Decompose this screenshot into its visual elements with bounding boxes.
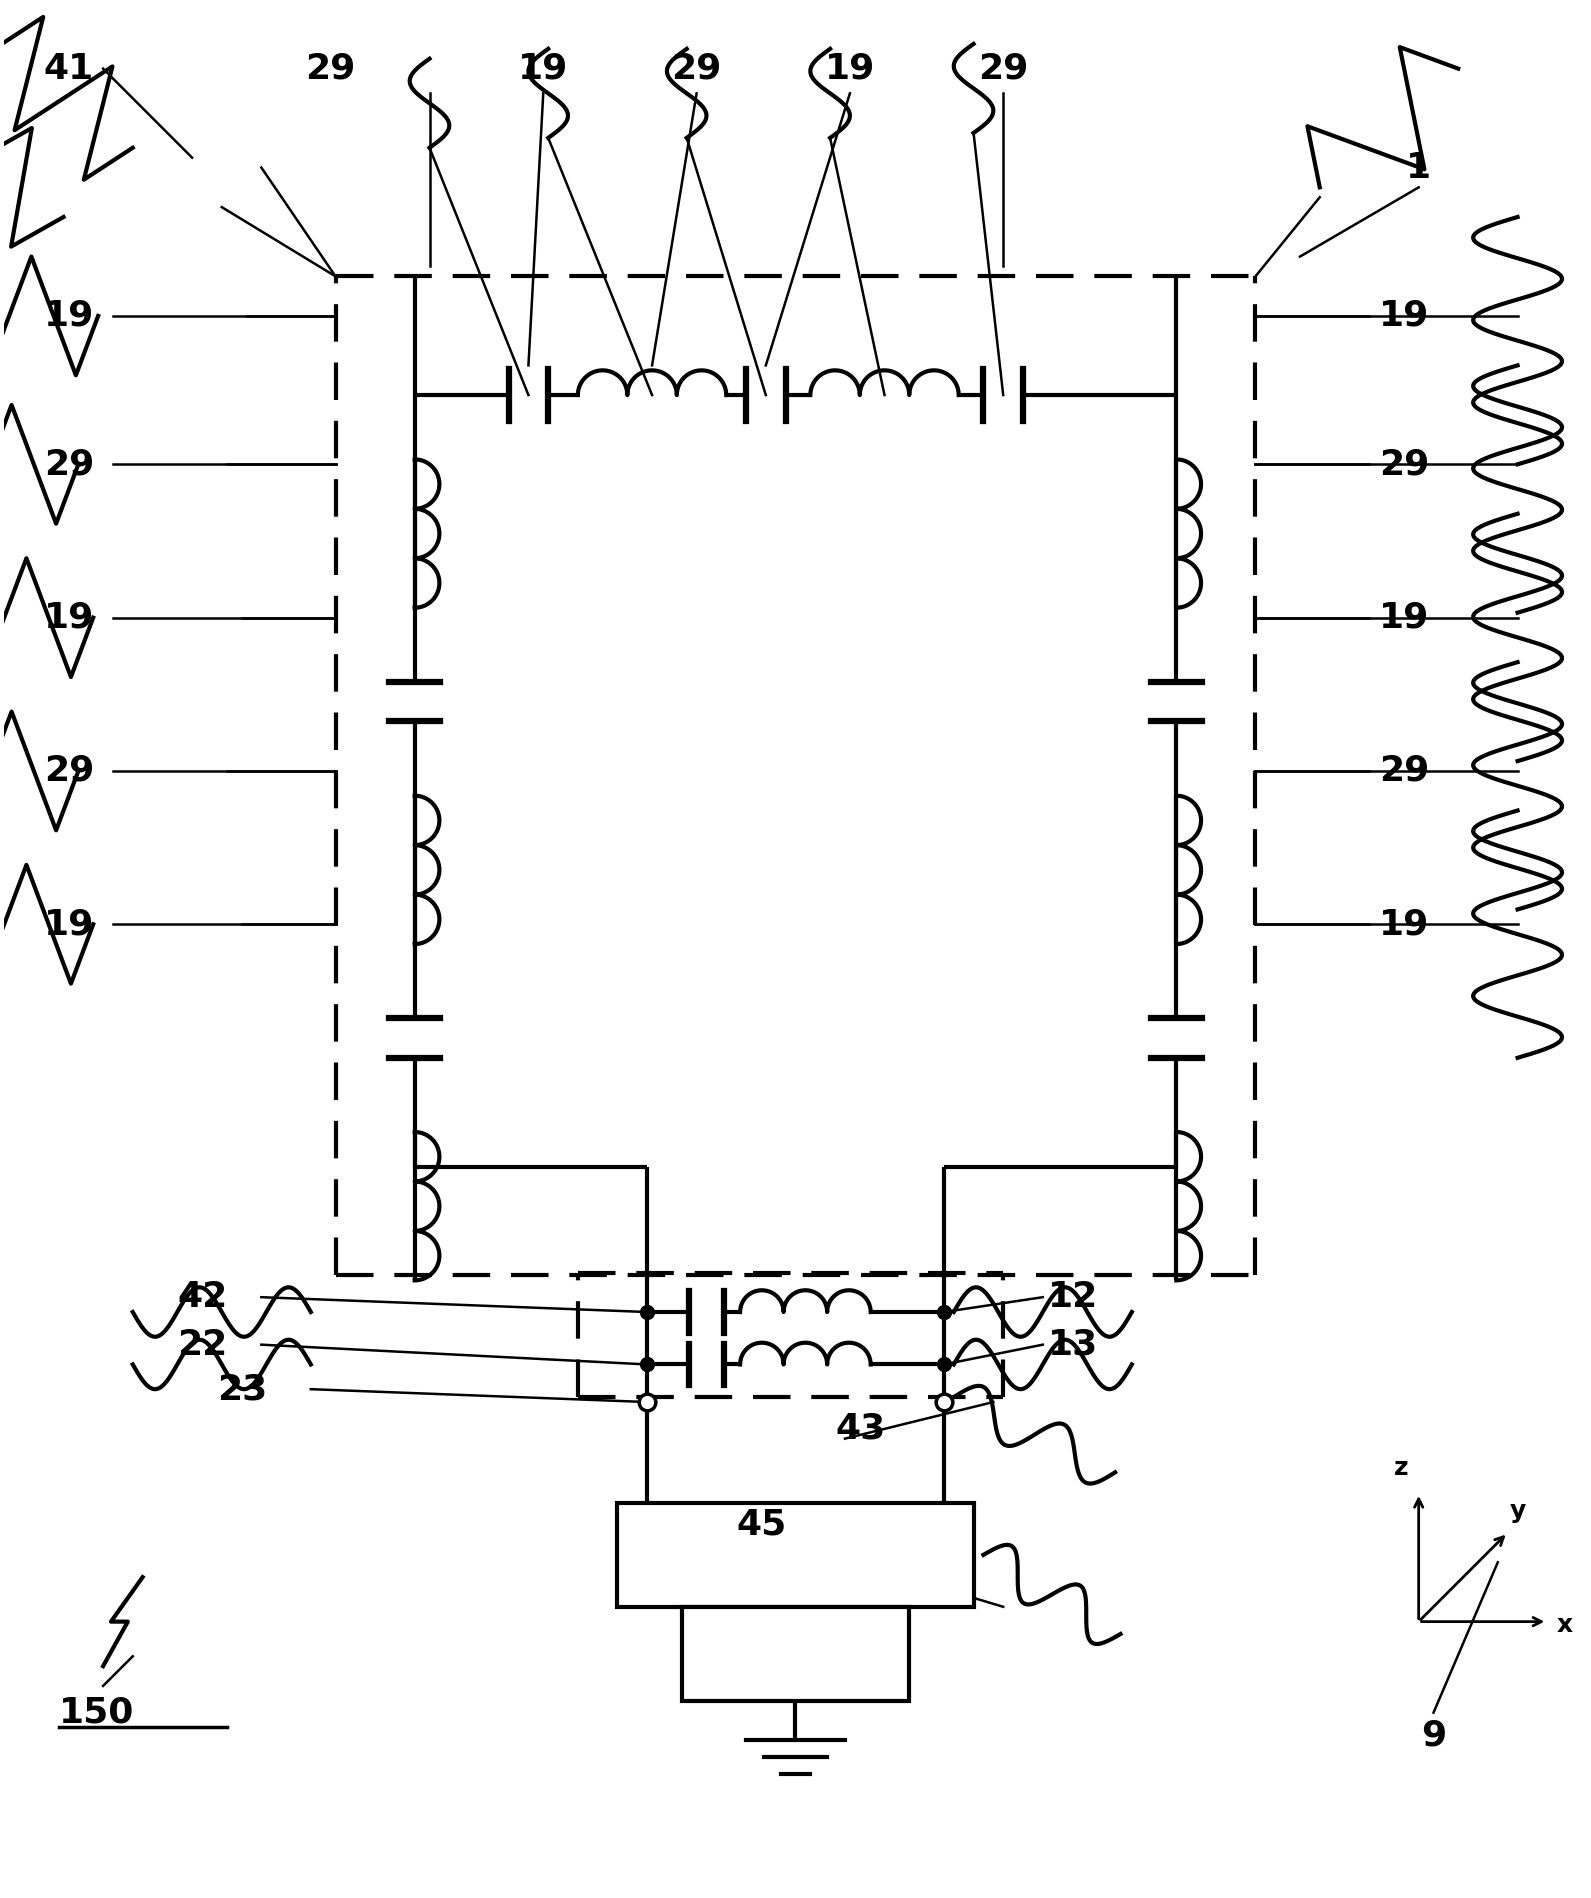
Text: 29: 29 bbox=[1379, 448, 1429, 482]
Text: x: x bbox=[1558, 1613, 1573, 1636]
Text: 42: 42 bbox=[177, 1279, 228, 1313]
Text: 1: 1 bbox=[1406, 150, 1432, 184]
Bar bbox=[683, 1608, 908, 1701]
Text: 9: 9 bbox=[1421, 1718, 1446, 1752]
Text: 19: 19 bbox=[824, 51, 875, 85]
Text: 19: 19 bbox=[43, 600, 94, 634]
Text: 45: 45 bbox=[737, 1507, 786, 1541]
Text: 29: 29 bbox=[43, 754, 94, 788]
Bar bbox=[617, 1503, 974, 1608]
Text: 19: 19 bbox=[1379, 298, 1429, 332]
Text: 19: 19 bbox=[1379, 600, 1429, 634]
Text: 29: 29 bbox=[671, 51, 722, 85]
Text: 22: 22 bbox=[177, 1329, 228, 1361]
Text: 41: 41 bbox=[43, 51, 94, 85]
Text: 19: 19 bbox=[43, 298, 94, 332]
Text: 12: 12 bbox=[1048, 1279, 1098, 1313]
Text: 150: 150 bbox=[59, 1695, 134, 1729]
Text: 23: 23 bbox=[216, 1372, 267, 1406]
Text: 29: 29 bbox=[43, 448, 94, 482]
Text: 19: 19 bbox=[43, 907, 94, 941]
Text: 43: 43 bbox=[835, 1412, 885, 1446]
Text: 19: 19 bbox=[519, 51, 568, 85]
Text: z: z bbox=[1394, 1456, 1408, 1480]
Text: 19: 19 bbox=[1379, 907, 1429, 941]
Text: 29: 29 bbox=[305, 51, 356, 85]
Text: 29: 29 bbox=[978, 51, 1028, 85]
Text: 29: 29 bbox=[1379, 754, 1429, 788]
Text: 13: 13 bbox=[1048, 1329, 1098, 1361]
Text: y: y bbox=[1510, 1499, 1526, 1522]
